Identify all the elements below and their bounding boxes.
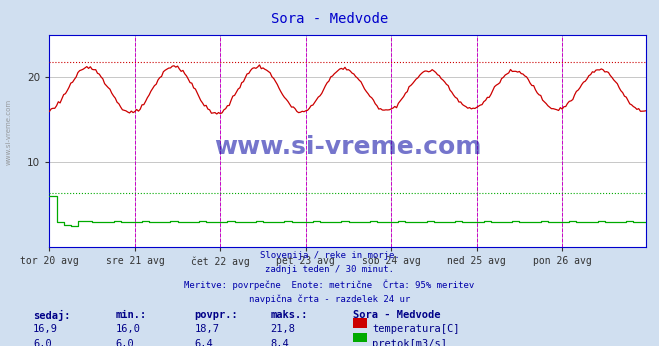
Text: 16,9: 16,9 xyxy=(33,324,58,334)
Text: min.:: min.: xyxy=(115,310,146,320)
Text: 18,7: 18,7 xyxy=(194,324,219,334)
Text: 16,0: 16,0 xyxy=(115,324,140,334)
Text: sedaj:: sedaj: xyxy=(33,310,71,321)
Text: pretok[m3/s]: pretok[m3/s] xyxy=(372,339,447,346)
Text: maks.:: maks.: xyxy=(270,310,308,320)
Text: www.si-vreme.com: www.si-vreme.com xyxy=(5,98,11,165)
Text: 6,0: 6,0 xyxy=(33,339,51,346)
Text: Sora - Medvode: Sora - Medvode xyxy=(271,12,388,26)
Text: povpr.:: povpr.: xyxy=(194,310,238,320)
Text: 8,4: 8,4 xyxy=(270,339,289,346)
Text: Meritve: povrpečne  Enote: metrične  Črta: 95% meritev: Meritve: povrpečne Enote: metrične Črta:… xyxy=(185,280,474,290)
Text: Slovenija / reke in morje.: Slovenija / reke in morje. xyxy=(260,251,399,260)
Text: 21,8: 21,8 xyxy=(270,324,295,334)
Text: navpična črta - razdelek 24 ur: navpična črta - razdelek 24 ur xyxy=(249,294,410,304)
Text: www.si-vreme.com: www.si-vreme.com xyxy=(214,135,481,160)
Text: Sora - Medvode: Sora - Medvode xyxy=(353,310,440,320)
Text: 6,4: 6,4 xyxy=(194,339,213,346)
Text: 6,0: 6,0 xyxy=(115,339,134,346)
Text: temperatura[C]: temperatura[C] xyxy=(372,324,460,334)
Text: zadnji teden / 30 minut.: zadnji teden / 30 minut. xyxy=(265,265,394,274)
